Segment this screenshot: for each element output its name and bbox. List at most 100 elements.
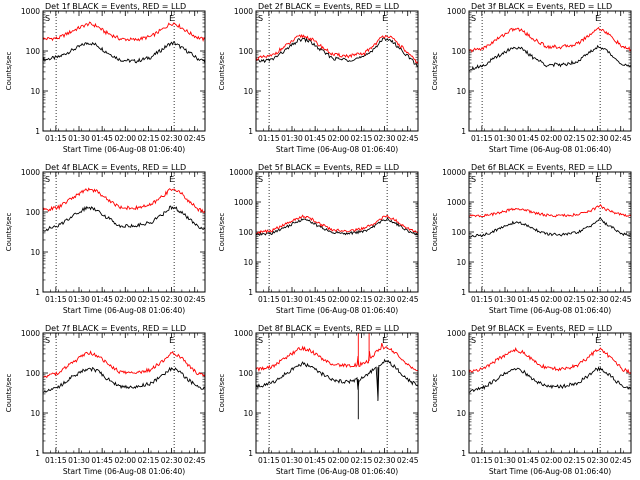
x-tick-label: 01:30 — [68, 456, 90, 465]
x-tick-label: 02:45 — [184, 295, 206, 304]
chart-panel-2: Det 2f BLACK = Events, RED = LLD Counts/s… — [218, 2, 419, 154]
x-tick-label: 01:15 — [45, 456, 67, 465]
chart-title: Det 6f BLACK = Events, RED = LLD — [471, 163, 612, 172]
plot-frame — [468, 332, 632, 454]
x-axis-label: Start Time (06-Aug-08 01:06:40) — [276, 306, 398, 315]
x-tick-label: 01:45 — [517, 295, 539, 304]
y-tick-label: 1000 — [234, 329, 253, 338]
x-tick-label: 02:30 — [587, 456, 609, 465]
series-line-lld — [255, 33, 419, 65]
chart-title: Det 9f BLACK = Events, RED = LLD — [471, 324, 612, 333]
marker-label: S — [471, 14, 476, 23]
series-line-events — [255, 358, 419, 420]
x-tick-label: 02:00 — [327, 295, 349, 304]
y-tick-label: 10 — [30, 87, 40, 96]
y-tick-label: 1000 — [447, 198, 466, 207]
x-axis-label: Start Time (06-Aug-08 01:06:40) — [276, 145, 398, 154]
y-tick-label: 10 — [243, 409, 253, 418]
marker-label: E — [169, 336, 174, 345]
plot-frame — [42, 171, 206, 293]
marker-label: S — [45, 175, 50, 184]
y-axis-label: Counts/sec — [218, 374, 226, 413]
chart-title: Det 4f BLACK = Events, RED = LLD — [45, 163, 186, 172]
y-tick-label: 1000 — [21, 168, 40, 177]
marker-label: E — [382, 14, 387, 23]
chart-panel-9: Det 9f BLACK = Events, RED = LLD Counts/s… — [431, 324, 632, 476]
x-tick-label: 02:00 — [327, 456, 349, 465]
y-tick-label: 1 — [248, 288, 253, 297]
x-tick-label: 01:15 — [258, 456, 280, 465]
marker-label: S — [471, 336, 476, 345]
x-tick-label: 02:15 — [564, 456, 586, 465]
x-tick-label: 01:15 — [45, 295, 67, 304]
x-tick-label: 02:45 — [610, 295, 632, 304]
y-tick-label: 1 — [35, 449, 40, 458]
x-tick-label: 01:30 — [494, 295, 516, 304]
y-tick-label: 10 — [456, 409, 466, 418]
chart-panel-4: Det 4f BLACK = Events, RED = LLD Counts/s… — [5, 163, 206, 315]
x-tick-label: 02:15 — [138, 456, 160, 465]
x-tick-label: 01:15 — [258, 295, 280, 304]
x-tick-label: 02:30 — [161, 456, 183, 465]
x-tick-label: 01:45 — [517, 456, 539, 465]
x-tick-label: 01:15 — [45, 134, 67, 143]
plot-frame — [255, 171, 419, 293]
y-axis-label: Counts/sec — [431, 52, 439, 91]
y-tick-label: 1 — [35, 288, 40, 297]
marker-label: S — [45, 336, 50, 345]
marker-label: S — [471, 175, 476, 184]
y-tick-label: 1000 — [234, 7, 253, 16]
x-tick-label: 02:00 — [114, 456, 136, 465]
chart-panel-1: Det 1f BLACK = Events, RED = LLD Counts/s… — [5, 2, 206, 154]
x-tick-label: 01:45 — [517, 134, 539, 143]
y-tick-label: 10 — [456, 87, 466, 96]
x-tick-label: 01:30 — [68, 134, 90, 143]
x-tick-label: 02:15 — [564, 295, 586, 304]
x-tick-label: 02:30 — [587, 134, 609, 143]
y-axis-label: Counts/sec — [431, 213, 439, 252]
series-line-lld — [255, 214, 419, 235]
marker-label: E — [595, 336, 600, 345]
x-tick-label: 02:30 — [161, 295, 183, 304]
y-tick-label: 100 — [26, 369, 41, 378]
y-tick-label: 100 — [452, 369, 467, 378]
x-tick-label: 01:30 — [494, 456, 516, 465]
y-tick-label: 100 — [452, 228, 467, 237]
y-tick-label: 1 — [461, 288, 466, 297]
marker-label: E — [595, 14, 600, 23]
chart-panel-8: Det 8f BLACK = Events, RED = LLD Counts/s… — [218, 324, 419, 476]
series-line-lld — [468, 204, 632, 218]
series-line-events — [42, 205, 206, 232]
chart-title: Det 1f BLACK = Events, RED = LLD — [45, 2, 186, 11]
x-axis-label: Start Time (06-Aug-08 01:06:40) — [276, 467, 398, 476]
x-tick-label: 02:45 — [184, 134, 206, 143]
series-line-lld — [468, 26, 632, 53]
x-tick-label: 02:45 — [610, 134, 632, 143]
marker-label: E — [382, 175, 387, 184]
y-tick-label: 10000 — [229, 168, 253, 177]
x-tick-label: 01:45 — [304, 134, 326, 143]
chart-title: Det 8f BLACK = Events, RED = LLD — [258, 324, 399, 333]
y-tick-label: 1000 — [447, 7, 466, 16]
series-line-lld — [42, 187, 206, 213]
x-axis-label: Start Time (06-Aug-08 01:06:40) — [63, 467, 185, 476]
x-tick-label: 02:45 — [610, 456, 632, 465]
series-line-lld — [42, 21, 206, 42]
y-tick-label: 100 — [26, 208, 41, 217]
chart-title: Det 5f BLACK = Events, RED = LLD — [258, 163, 399, 172]
y-tick-label: 10 — [456, 258, 466, 267]
x-tick-label: 01:30 — [281, 456, 303, 465]
x-tick-label: 02:30 — [374, 295, 396, 304]
series-line-events — [468, 217, 632, 238]
x-axis-label: Start Time (06-Aug-08 01:06:40) — [489, 145, 611, 154]
y-axis-label: Counts/sec — [218, 52, 226, 91]
y-axis-label: Counts/sec — [218, 213, 226, 252]
marker-label: E — [169, 175, 174, 184]
marker-label: E — [382, 336, 387, 345]
plot-frame — [42, 332, 206, 454]
chart-panel-6: Det 6f BLACK = Events, RED = LLD Counts/s… — [431, 163, 632, 315]
x-axis-label: Start Time (06-Aug-08 01:06:40) — [489, 306, 611, 315]
x-tick-label: 01:15 — [471, 134, 493, 143]
x-tick-label: 01:15 — [471, 295, 493, 304]
